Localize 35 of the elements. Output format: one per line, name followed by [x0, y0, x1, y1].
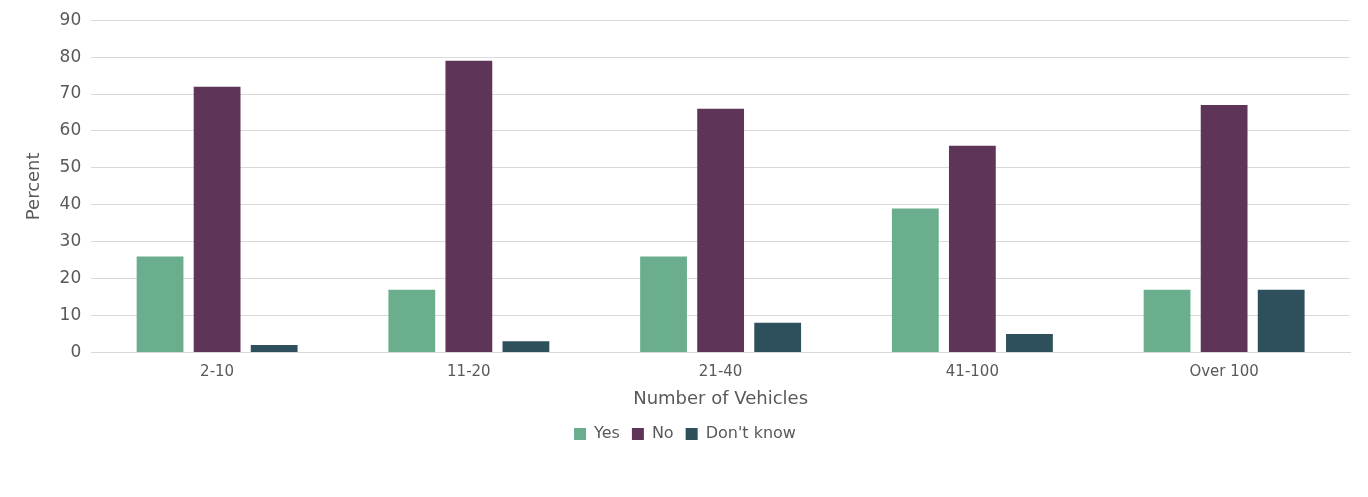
legend-label: No — [651, 423, 674, 443]
bar — [388, 289, 436, 352]
x-tick-label: Over 100 — [1189, 362, 1259, 381]
y-tick-label: 30 — [59, 230, 82, 251]
y-tick-label: 80 — [59, 45, 82, 66]
bar — [754, 322, 802, 352]
y-tick-label: 60 — [59, 119, 82, 140]
bar — [948, 145, 996, 352]
bar — [1006, 333, 1053, 352]
x-tick-label: 2-10 — [200, 362, 235, 381]
bar — [1143, 289, 1191, 352]
y-tick-label: 70 — [59, 82, 82, 103]
bar — [1200, 105, 1248, 352]
y-tick-label: 50 — [59, 156, 82, 177]
y-tick-label: 40 — [59, 193, 82, 214]
y-tick-label: 20 — [59, 267, 82, 287]
x-axis-title: Number of Vehicles — [633, 386, 809, 408]
x-tick-label: 41-100 — [945, 362, 999, 381]
bar — [136, 256, 184, 352]
bar — [1257, 289, 1305, 352]
bar — [193, 86, 241, 352]
y-tick-label: 0 — [70, 340, 82, 361]
y-tick-label: 90 — [59, 8, 82, 29]
legend-label: Yes — [593, 423, 620, 443]
bar — [502, 341, 550, 352]
bar — [445, 60, 493, 352]
y-axis-title: Percent — [22, 152, 44, 221]
bar — [640, 256, 687, 352]
y-tick-label: 10 — [59, 303, 82, 324]
bar — [250, 345, 298, 352]
x-tick-label: 11-20 — [447, 362, 491, 381]
x-tick-label: 21-40 — [698, 362, 743, 381]
bar — [697, 108, 745, 352]
bar — [891, 208, 939, 352]
legend-label: Don't know — [705, 423, 796, 443]
